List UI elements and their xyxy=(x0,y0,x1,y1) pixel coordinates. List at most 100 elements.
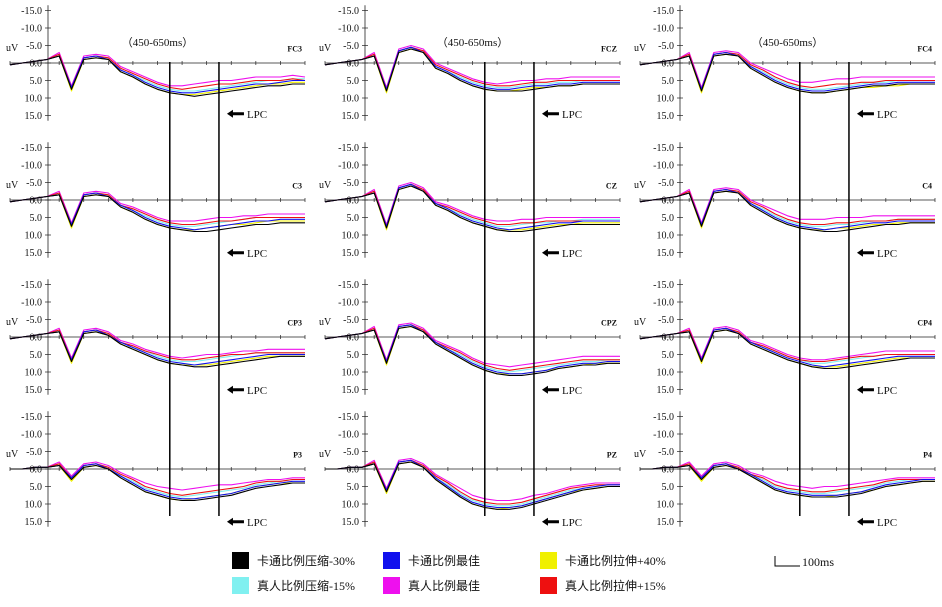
lpc-arrow xyxy=(541,385,559,394)
y-tick-label: -10.0 xyxy=(653,298,674,309)
y-tick-label: -15.0 xyxy=(21,280,42,291)
waveform-5 xyxy=(325,457,620,502)
y-tick-label: -5.0 xyxy=(343,315,359,326)
waveform-6 xyxy=(324,46,620,90)
waveform-5 xyxy=(639,325,935,361)
lpc-label: LPC xyxy=(562,517,582,529)
lpc-arrow xyxy=(226,385,244,394)
y-tick-label: -15.0 xyxy=(338,412,359,423)
panel-cp3: -15.0 -10.0 -5.0 5.0 10.0 15.0 0.0 uV CP3 LPC xyxy=(6,279,306,397)
waveform-5 xyxy=(639,187,935,224)
y-tick-label: 5.0 xyxy=(30,482,43,493)
panel-pz: -15.0 -10.0 -5.0 5.0 10.0 15.0 0.0 uV PZ LPC xyxy=(319,411,621,529)
legend-swatch xyxy=(540,577,557,594)
channel-label: PZ xyxy=(607,450,617,459)
waveform-6 xyxy=(639,188,935,226)
panel-fcz: -15.0 -10.0 -5.0 5.0 10.0 15.0 0.0 uV FCZ LPC xyxy=(319,5,621,122)
y-tick-label: -15.0 xyxy=(21,143,42,154)
waveform-1 xyxy=(640,464,935,498)
scale-bar xyxy=(774,556,800,567)
y-unit-label: uV xyxy=(6,317,19,328)
y-tick-label: -15.0 xyxy=(338,6,359,17)
y-tick-label: -10.0 xyxy=(338,161,359,172)
lpc-arrow xyxy=(541,248,559,257)
lpc-label: LPC xyxy=(562,109,582,121)
y-tick-label: 0.0 xyxy=(30,333,43,344)
waveform-6 xyxy=(9,192,305,226)
channel-label: C3 xyxy=(292,181,302,190)
y-tick-label: 10.0 xyxy=(657,231,675,242)
y-tick-label: 15.0 xyxy=(25,517,43,528)
y-tick-label: -15.0 xyxy=(21,6,42,17)
waveform-5 xyxy=(324,181,620,226)
y-tick-label: 10.0 xyxy=(25,94,43,105)
lpc-arrow xyxy=(856,109,874,118)
y-tick-label: 0.0 xyxy=(347,59,360,70)
waveform-5 xyxy=(10,461,305,491)
y-tick-label: -10.0 xyxy=(338,298,359,309)
y-tick-label: -5.0 xyxy=(658,178,674,189)
y-tick-label: -5.0 xyxy=(658,315,674,326)
y-tick-label: 0.0 xyxy=(347,333,360,344)
y-unit-label: uV xyxy=(319,449,332,460)
waveform-5 xyxy=(9,190,305,224)
legend-label: 真人比例拉伸+15% xyxy=(565,578,666,593)
y-tick-label: -10.0 xyxy=(653,430,674,441)
waveform-6 xyxy=(325,459,620,505)
y-tick-label: -5.0 xyxy=(26,41,42,52)
legend-label: 卡通比例压缩-30% xyxy=(257,553,355,568)
waveform-1 xyxy=(324,185,620,233)
y-unit-label: uV xyxy=(634,449,647,460)
waveform-1 xyxy=(324,48,620,92)
scale-bar-label: 100ms xyxy=(802,555,834,569)
legend-label: 卡通比例拉伸+40% xyxy=(565,553,666,568)
y-tick-label: -5.0 xyxy=(343,41,359,52)
y-tick-label: 0.0 xyxy=(347,465,360,476)
y-tick-label: 10.0 xyxy=(25,368,43,379)
y-tick-label: -10.0 xyxy=(338,430,359,441)
time-scale-bar: 100ms xyxy=(774,555,834,569)
lpc-label: LPC xyxy=(247,517,267,529)
y-unit-label: uV xyxy=(319,180,332,191)
y-tick-label: 5.0 xyxy=(30,76,43,87)
waveform-5 xyxy=(324,44,620,89)
y-unit-label: uV xyxy=(319,317,332,328)
y-tick-label: 5.0 xyxy=(347,350,360,361)
y-tick-label: 15.0 xyxy=(25,111,43,122)
channel-label: CP3 xyxy=(287,318,302,327)
panel-p4: -15.0 -10.0 -5.0 5.0 10.0 15.0 0.0 uV P4 LPC xyxy=(634,411,936,529)
waveform-5 xyxy=(9,327,305,359)
waveform-5 xyxy=(324,322,620,368)
window-label: （450-650ms） xyxy=(437,36,509,49)
time-window-overlays: （450-650ms） （450-650ms） （450-650ms） xyxy=(122,36,850,516)
legend: 卡通比例压缩-30% 卡通比例最佳 卡通比例拉伸+40% 真人比例压缩-15% 真人比例… xyxy=(232,552,666,594)
y-tick-label: -10.0 xyxy=(653,24,674,35)
window-label: （450-650ms） xyxy=(752,36,824,49)
lpc-label: LPC xyxy=(877,248,897,260)
y-tick-label: 0.0 xyxy=(662,465,675,476)
y-tick-label: 5.0 xyxy=(662,482,675,493)
channel-label: CP4 xyxy=(917,318,932,327)
erp-panels: -15.0-10.0-5.05.010.015.00.0uV FC3LPC-15.… xyxy=(6,5,936,529)
legend-label: 卡通比例最佳 xyxy=(408,554,480,568)
y-tick-label: 5.0 xyxy=(662,350,675,361)
y-tick-label: -10.0 xyxy=(338,24,359,35)
y-tick-label: -15.0 xyxy=(21,412,42,423)
waveform-1 xyxy=(9,55,305,97)
waveform-6 xyxy=(10,463,305,496)
y-tick-label: 0.0 xyxy=(30,196,43,207)
y-tick-label: 0.0 xyxy=(662,59,675,70)
waveform-6 xyxy=(9,53,306,90)
lpc-label: LPC xyxy=(247,248,267,260)
y-tick-label: -15.0 xyxy=(653,280,674,291)
channel-label: P4 xyxy=(923,450,932,459)
y-tick-label: -15.0 xyxy=(338,280,359,291)
y-tick-label: 15.0 xyxy=(657,517,675,528)
y-tick-label: -10.0 xyxy=(21,24,42,35)
waveform-5 xyxy=(640,461,935,489)
y-tick-label: 0.0 xyxy=(347,196,360,207)
waveform-5 xyxy=(639,50,935,89)
channel-label: C4 xyxy=(922,181,932,190)
waveform-1 xyxy=(325,461,620,510)
panel-cpz: -15.0 -10.0 -5.0 5.0 10.0 15.0 0.0 uV CPZ LPC xyxy=(319,279,621,397)
